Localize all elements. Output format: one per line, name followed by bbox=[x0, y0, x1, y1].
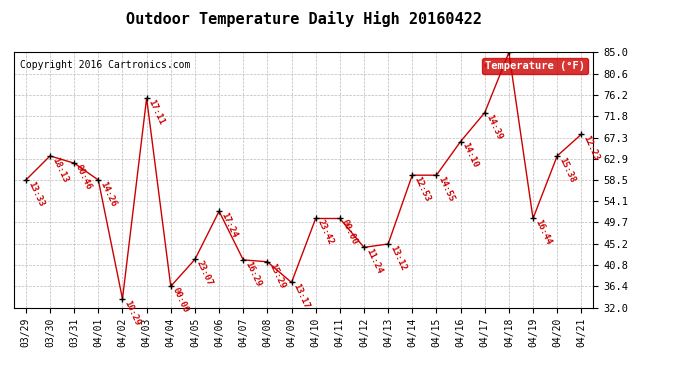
Text: 14:39: 14:39 bbox=[484, 112, 504, 141]
Text: 13:33: 13:33 bbox=[26, 180, 46, 208]
Text: 00:46: 00:46 bbox=[75, 163, 94, 191]
Text: 17:24: 17:24 bbox=[219, 211, 239, 239]
Text: 23:42: 23:42 bbox=[315, 219, 335, 247]
Legend: Temperature (°F): Temperature (°F) bbox=[482, 58, 588, 74]
Text: 16:29: 16:29 bbox=[243, 260, 263, 288]
Text: 17:11: 17:11 bbox=[146, 98, 166, 126]
Text: 10:29: 10:29 bbox=[123, 299, 142, 327]
Text: 14:26: 14:26 bbox=[98, 180, 118, 208]
Text: 23:07: 23:07 bbox=[195, 260, 215, 288]
Text: 13:17: 13:17 bbox=[291, 282, 311, 310]
Text: 18:13: 18:13 bbox=[50, 156, 70, 184]
Text: 14:10: 14:10 bbox=[461, 141, 480, 170]
Text: 12:23: 12:23 bbox=[581, 134, 601, 162]
Text: 00:00: 00:00 bbox=[170, 286, 190, 315]
Text: Outdoor Temperature Daily High 20160422: Outdoor Temperature Daily High 20160422 bbox=[126, 11, 482, 27]
Text: 16:44: 16:44 bbox=[533, 219, 553, 247]
Text: 15:29: 15:29 bbox=[268, 262, 287, 290]
Text: 12:53: 12:53 bbox=[412, 175, 432, 203]
Text: 14:55: 14:55 bbox=[436, 175, 456, 203]
Text: 13:12: 13:12 bbox=[388, 244, 408, 272]
Text: Copyright 2016 Cartronics.com: Copyright 2016 Cartronics.com bbox=[19, 60, 190, 70]
Text: 11:24: 11:24 bbox=[364, 248, 384, 276]
Text: 00:00: 00:00 bbox=[339, 219, 359, 247]
Text: 15:38: 15:38 bbox=[558, 156, 577, 184]
